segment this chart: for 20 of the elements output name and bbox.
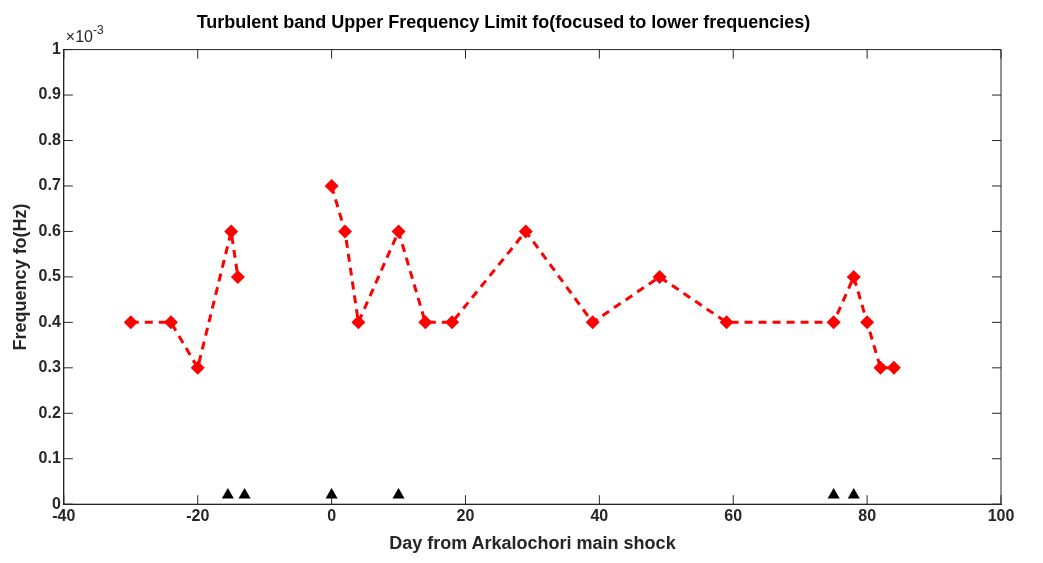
y-axis-title: Frequency fo(Hz)	[9, 203, 30, 351]
y-tick-label: 0.7	[38, 176, 61, 194]
y-tick-label: 0.4	[38, 312, 61, 330]
y-tick-label: 0.1	[38, 449, 61, 467]
chart-title: Turbulent band Upper Frequency Limit fo(focused to lower frequencies)	[196, 11, 811, 32]
x-tick-label: 80	[858, 507, 877, 525]
x-tick-label: 0	[327, 507, 337, 525]
y-tick-label: 1	[51, 40, 61, 58]
y-tick-label: 0.9	[38, 85, 61, 103]
x-tick-label: 40	[590, 507, 609, 525]
x-tick-label: 60	[724, 507, 743, 525]
x-tick-label: 20	[456, 507, 475, 525]
x-tick-label: -20	[186, 507, 210, 525]
x-tick-label: 100	[987, 507, 1015, 525]
x-axis-title: Day from Arkalochori main shock	[389, 533, 677, 554]
y-tick-label: 0.2	[38, 403, 61, 421]
y-tick-label: 0.8	[38, 130, 61, 148]
y-tick-label: 0.6	[38, 221, 61, 239]
y-tick-label: 0.3	[38, 358, 61, 376]
y-tick-label: 0.5	[38, 267, 61, 285]
